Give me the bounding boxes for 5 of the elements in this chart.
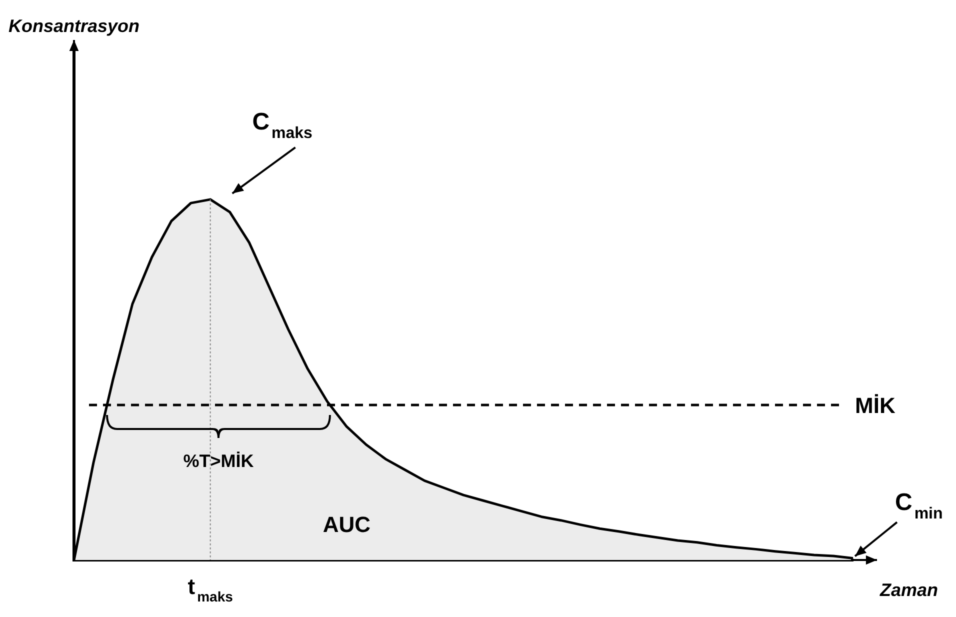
x-axis-title: Zaman [878,580,938,600]
ref-line-label: MİK [855,392,896,418]
annotation: AUC [322,512,371,537]
annotation: %T>MİK [183,450,254,471]
text: Konsantrasyon [8,16,140,36]
